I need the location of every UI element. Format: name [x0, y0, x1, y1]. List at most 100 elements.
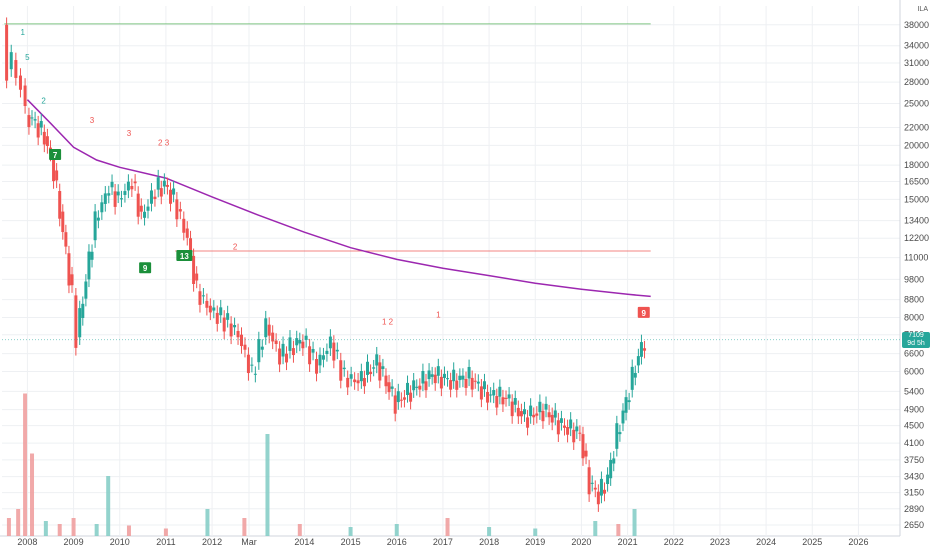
y-tick-label: 8000 — [904, 313, 924, 323]
candle-body — [464, 378, 468, 388]
signal-badge — [637, 306, 650, 318]
candle-body — [84, 281, 88, 299]
candle-body — [103, 193, 107, 204]
candle-body — [362, 378, 366, 387]
candle-body — [526, 417, 530, 428]
candle-body — [42, 131, 46, 145]
candle-body — [406, 382, 410, 395]
candle-body — [298, 340, 302, 344]
candle-body — [90, 251, 94, 260]
candle-body — [639, 342, 643, 357]
candle-body — [498, 386, 502, 397]
x-tick-label: 2018 — [479, 537, 499, 547]
y-tick-label: 18000 — [904, 160, 929, 170]
signal-badge-label: 9 — [642, 309, 647, 318]
y-tick-label: 28000 — [904, 77, 929, 87]
candle-body — [633, 372, 637, 378]
sequence-count-label: 1 — [21, 28, 26, 37]
candle-body — [308, 346, 312, 365]
candle-body — [535, 413, 539, 416]
x-tick-label: 2025 — [802, 537, 822, 547]
candle-body — [278, 348, 282, 365]
candle-body — [412, 380, 416, 391]
volume-bar — [348, 527, 353, 536]
candle-body — [169, 189, 173, 204]
candle-body — [615, 423, 619, 449]
candle-body — [107, 193, 111, 196]
candle-body — [156, 177, 160, 190]
candle-body — [541, 410, 545, 422]
candle-body — [402, 397, 406, 400]
candle-body — [418, 385, 422, 390]
x-tick-label: 2011 — [156, 537, 175, 547]
volume-bar — [23, 393, 28, 536]
candle-body — [609, 459, 613, 479]
candle-body — [110, 181, 114, 188]
y-tick-label: 4900 — [904, 405, 924, 415]
sequence-count-label: 5 — [25, 53, 30, 62]
x-tick-label: 2023 — [710, 537, 730, 547]
volume-bar — [6, 518, 11, 536]
candle-body — [260, 346, 264, 350]
y-tick-label: 16500 — [904, 177, 929, 187]
y-tick-label: 15000 — [904, 194, 929, 204]
last-price-value: 7109 — [908, 331, 924, 339]
candle-body — [375, 354, 379, 366]
candle-body — [513, 398, 517, 405]
volume-bar — [43, 521, 48, 536]
candle-body — [381, 366, 385, 369]
moving-average-line — [26, 99, 651, 298]
volume-bar — [487, 527, 492, 536]
y-tick-label: 13400 — [904, 216, 929, 226]
candle-body — [356, 380, 360, 384]
x-tick-label: 2026 — [848, 537, 868, 547]
volume-bar — [163, 528, 168, 536]
candle-body — [81, 303, 85, 318]
last-price-countdown: 9d 5h — [907, 339, 925, 347]
candle-body — [78, 308, 82, 338]
candle-body — [96, 217, 100, 221]
candle-body — [643, 348, 647, 351]
x-tick-label: 2010 — [110, 537, 130, 547]
candle-body — [342, 367, 346, 370]
sequence-count-label: 2 — [233, 242, 238, 251]
candle-body — [236, 330, 240, 338]
candle-body — [45, 136, 49, 147]
sequence-count-label: 2 3 — [158, 138, 170, 147]
candle-body — [599, 478, 603, 496]
signal-badge — [176, 249, 193, 261]
candle-body — [304, 335, 308, 340]
candle-body — [482, 381, 486, 390]
candle-body — [281, 343, 285, 357]
candle-body — [486, 392, 490, 403]
candle-body — [492, 390, 496, 396]
candle-body — [538, 401, 542, 413]
candle-body — [271, 332, 275, 342]
volume-bar — [30, 453, 35, 536]
candle-body — [353, 379, 357, 383]
candle-body — [246, 354, 250, 374]
candle-body — [593, 487, 597, 490]
x-tick-label: 2014 — [294, 537, 314, 547]
volume-bar — [265, 434, 270, 536]
candle-body — [87, 251, 91, 280]
candle-body — [143, 211, 147, 218]
candle-body — [501, 397, 505, 405]
candle-body — [113, 191, 117, 207]
y-tick-label: 9800 — [904, 274, 924, 284]
candle-body — [563, 425, 567, 428]
candle-body — [495, 396, 499, 408]
sequence-count-label: 1 2 — [382, 318, 394, 327]
candle-body — [559, 418, 563, 423]
candle-body — [421, 371, 425, 384]
candle-body — [442, 373, 446, 378]
candle-body — [553, 410, 557, 418]
candle-body — [274, 340, 278, 345]
candle-body — [569, 419, 573, 429]
y-tick-label: 8800 — [904, 295, 924, 305]
candle-body — [603, 489, 607, 494]
candle-body — [36, 123, 40, 138]
sequence-count-label: 2 — [41, 96, 46, 105]
